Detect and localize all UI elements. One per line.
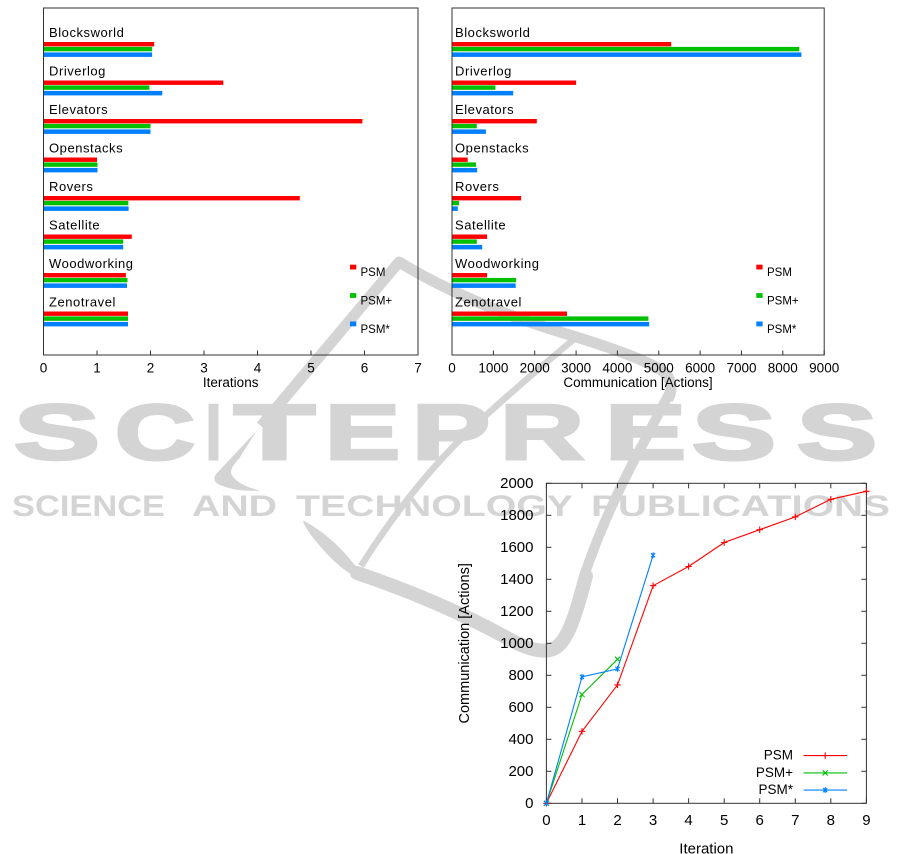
svg-text:Iteration: Iteration: [679, 841, 733, 854]
svg-text:Elevators: Elevators: [49, 102, 108, 117]
svg-text:Elevators: Elevators: [455, 102, 514, 117]
svg-text:Zenotravel: Zenotravel: [455, 295, 522, 310]
svg-text:Blocksworld: Blocksworld: [49, 25, 124, 40]
svg-text:AND: AND: [192, 490, 277, 523]
svg-text:PSM*: PSM*: [767, 324, 797, 336]
svg-text:TECHNOLOGY: TECHNOLOGY: [296, 490, 573, 523]
svg-text:1600: 1600: [500, 539, 533, 556]
svg-text:1: 1: [93, 361, 101, 376]
svg-text:Iterations: Iterations: [203, 375, 259, 390]
svg-text:SCIENCE: SCIENCE: [12, 490, 165, 523]
svg-text:Rovers: Rovers: [455, 179, 499, 194]
svg-text:PSM: PSM: [361, 267, 386, 279]
svg-text:4000: 4000: [602, 361, 632, 376]
svg-text:S: S: [692, 388, 776, 476]
svg-text:S: S: [14, 388, 100, 476]
svg-text:0: 0: [40, 361, 48, 376]
svg-text:Driverlog: Driverlog: [49, 64, 106, 79]
svg-text:2: 2: [613, 812, 621, 829]
svg-text:0: 0: [542, 812, 550, 829]
svg-text:1000: 1000: [500, 635, 533, 652]
svg-text:3: 3: [200, 361, 208, 376]
svg-text:1000: 1000: [478, 361, 508, 376]
svg-text:C: C: [115, 388, 195, 476]
svg-text:PSM+: PSM+: [767, 296, 799, 308]
svg-text:9: 9: [862, 812, 870, 829]
svg-text:800: 800: [508, 667, 533, 684]
svg-text:PSM+: PSM+: [756, 765, 793, 780]
svg-text:1400: 1400: [500, 571, 533, 588]
svg-text:4: 4: [684, 812, 692, 829]
svg-text:5: 5: [720, 812, 728, 829]
svg-text:Rovers: Rovers: [49, 179, 93, 194]
svg-text:R: R: [500, 388, 584, 476]
svg-text:8000: 8000: [768, 361, 798, 376]
svg-text:PSM*: PSM*: [758, 782, 793, 797]
svg-text:Communication [Actions]: Communication [Actions]: [563, 375, 712, 390]
svg-text:PUBLICATIONS: PUBLICATIONS: [591, 490, 890, 523]
svg-text:Woodworking: Woodworking: [455, 256, 540, 271]
svg-text:5: 5: [307, 361, 315, 376]
svg-text:7000: 7000: [726, 361, 756, 376]
svg-text:P: P: [412, 388, 490, 476]
svg-text:Openstacks: Openstacks: [455, 141, 529, 156]
svg-text:Communication [Actions]: Communication [Actions]: [457, 563, 473, 723]
svg-text:8: 8: [827, 812, 835, 829]
svg-text:2000: 2000: [520, 361, 550, 376]
svg-text:7: 7: [791, 812, 799, 829]
svg-text:6: 6: [756, 812, 764, 829]
svg-text:6000: 6000: [685, 361, 715, 376]
svg-text:I: I: [206, 388, 221, 476]
svg-text:9000: 9000: [809, 361, 839, 376]
svg-text:T: T: [234, 388, 315, 476]
svg-text:400: 400: [508, 731, 533, 748]
svg-text:PSM: PSM: [764, 748, 793, 763]
svg-text:Satellite: Satellite: [49, 218, 100, 233]
svg-text:1: 1: [578, 812, 586, 829]
svg-text:Openstacks: Openstacks: [49, 141, 123, 156]
svg-text:600: 600: [508, 699, 533, 716]
svg-text:0: 0: [448, 361, 456, 376]
svg-text:4: 4: [254, 361, 262, 376]
svg-text:1200: 1200: [500, 603, 533, 620]
svg-text:PSM: PSM: [767, 267, 792, 279]
svg-text:Zenotravel: Zenotravel: [49, 295, 116, 310]
svg-text:2000: 2000: [500, 475, 533, 492]
svg-text:7: 7: [414, 361, 422, 376]
svg-text:E: E: [325, 388, 400, 476]
svg-text:PSM+: PSM+: [361, 296, 393, 308]
svg-text:0: 0: [525, 795, 533, 812]
svg-text:3000: 3000: [561, 361, 591, 376]
svg-text:1800: 1800: [500, 507, 533, 524]
svg-text:Driverlog: Driverlog: [455, 64, 512, 79]
svg-text:S: S: [797, 388, 877, 476]
svg-text:6: 6: [361, 361, 369, 376]
svg-text:2: 2: [147, 361, 155, 376]
svg-text:200: 200: [508, 763, 533, 780]
svg-text:5000: 5000: [644, 361, 674, 376]
svg-text:Satellite: Satellite: [455, 218, 506, 233]
svg-text:Blocksworld: Blocksworld: [455, 25, 530, 40]
svg-text:Woodworking: Woodworking: [49, 256, 134, 271]
svg-text:3: 3: [649, 812, 657, 829]
svg-text:PSM*: PSM*: [361, 324, 391, 336]
